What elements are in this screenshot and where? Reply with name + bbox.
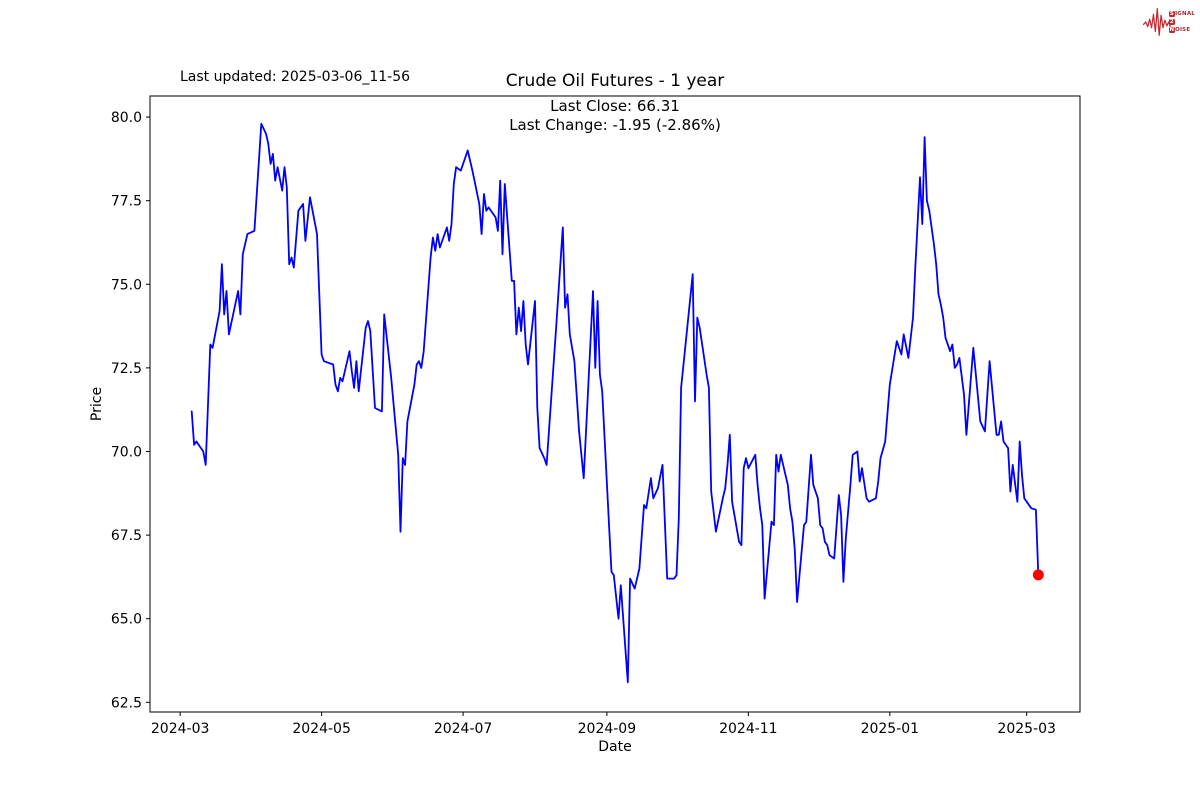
logo-row-2: 2 <box>1168 18 1195 26</box>
logo-row-signal: S IGNAL <box>1168 10 1195 18</box>
logo-letter-s: S <box>1168 10 1176 18</box>
logo-row-noise: N OISE <box>1168 26 1195 34</box>
logo-text: S IGNAL 2 N OISE <box>1168 10 1195 34</box>
y-tick-label: 75.0 <box>111 277 142 293</box>
logo-letter-2: 2 <box>1168 18 1176 26</box>
y-tick-label: 72.5 <box>111 361 142 377</box>
plot-frame <box>149 95 1081 713</box>
last-close-marker <box>1032 569 1044 581</box>
logo-letter-n: N <box>1168 26 1176 34</box>
y-tick-label: 67.5 <box>111 528 142 544</box>
signal2noise-logo: S IGNAL 2 N OISE <box>1143 4 1195 40</box>
y-tick-label: 65.0 <box>111 612 142 628</box>
last-close-annotation: Last Close: 66.31 <box>550 97 680 115</box>
y-tick-label: 80.0 <box>111 110 142 126</box>
x-tick-label: 2024-09 <box>578 721 637 737</box>
x-tick-label: 2024-03 <box>151 721 210 737</box>
x-tick-label: 2025-03 <box>997 721 1056 737</box>
x-tick-label: 2024-05 <box>292 721 351 737</box>
logo-word-oise: OISE <box>1175 26 1191 33</box>
x-tick-label: 2025-01 <box>861 721 920 737</box>
x-axis-label: Date <box>598 739 632 755</box>
last-change-annotation: Last Change: -1.95 (-2.86%) <box>509 116 721 134</box>
y-tick-label: 77.5 <box>111 194 142 210</box>
heartbeat-waveform-icon <box>1143 8 1172 36</box>
chart-title: Crude Oil Futures - 1 year <box>505 71 725 91</box>
price-line <box>190 122 1040 684</box>
y-tick-label: 70.0 <box>111 444 142 460</box>
y-tick-label: 62.5 <box>111 695 142 711</box>
x-tick-label: 2024-07 <box>434 721 493 737</box>
x-tick-label: 2024-11 <box>719 721 778 737</box>
logo-word-ignal: IGNAL <box>1175 10 1195 17</box>
last-updated-text: Last updated: 2025-03-06_11-56 <box>180 69 411 85</box>
